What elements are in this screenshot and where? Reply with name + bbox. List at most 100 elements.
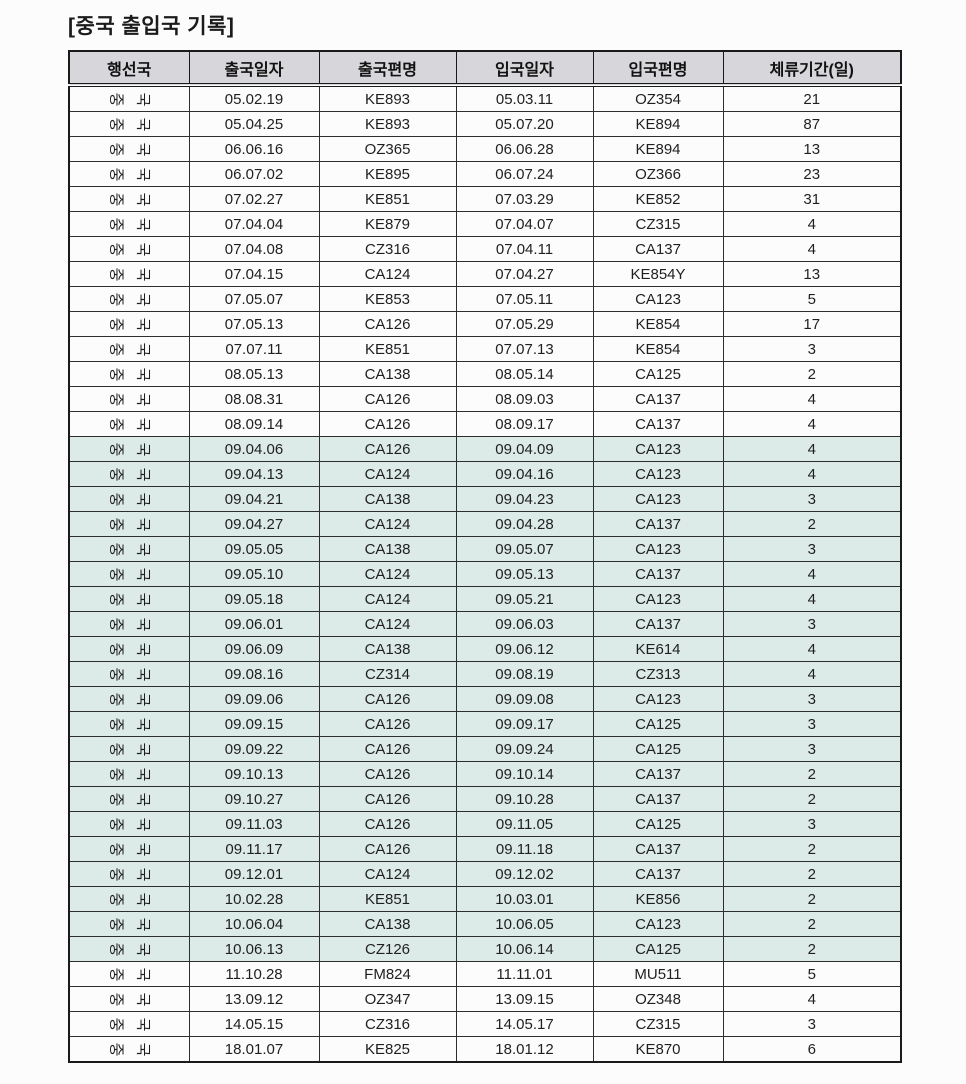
rotated-country-char: 국: [134, 192, 152, 206]
cell-stay-duration: 4: [722, 586, 902, 612]
rotated-country-char: 중: [107, 717, 125, 731]
cell-departure-flight: CA124: [318, 861, 457, 887]
cell-departure-flight: CA138: [318, 636, 457, 662]
rotated-country-char: 중: [107, 392, 125, 406]
cell-departure-date: 09.09.06: [188, 686, 320, 712]
rotated-country-char: 국: [134, 967, 152, 981]
cell-departure-flight: CA124: [318, 611, 457, 637]
rotated-country-char: 중: [107, 367, 125, 381]
rotated-country-char: 중: [107, 742, 125, 756]
cell-departure-date: 10.02.28: [188, 886, 320, 912]
cell-stay-duration: 3: [722, 486, 902, 512]
cell-entry-flight: CA137: [592, 861, 724, 887]
cell-departure-flight: CA126: [318, 386, 457, 412]
cell-entry-date: 09.05.21: [455, 586, 594, 612]
cell-entry-flight: KE854: [592, 336, 724, 362]
cell-departure-date: 07.02.27: [188, 186, 320, 212]
rotated-country-char: 국: [134, 92, 152, 106]
cell-entry-date: 10.03.01: [455, 886, 594, 912]
rotated-country-char: 국: [134, 467, 152, 481]
rotated-country-char: 국: [134, 942, 152, 956]
cell-entry-flight: CA137: [592, 611, 724, 637]
cell-stay-duration: 2: [722, 786, 902, 812]
rotated-country-char: 중: [107, 567, 125, 581]
cell-entry-flight: CA123: [592, 536, 724, 562]
cell-stay-duration: 13: [722, 136, 902, 162]
cell-entry-date: 18.01.12: [455, 1036, 594, 1063]
cell-departure-flight: CA126: [318, 411, 457, 437]
cell-departure-flight: CA124: [318, 561, 457, 587]
cell-entry-flight: KE854Y: [592, 261, 724, 287]
cell-departure-date: 09.11.17: [188, 836, 320, 862]
rotated-country-char: 중: [107, 817, 125, 831]
cell-entry-flight: CA137: [592, 836, 724, 862]
rotated-country-char: 중: [107, 592, 125, 606]
cell-stay-duration: 4: [722, 386, 902, 412]
cell-departure-date: 06.06.16: [188, 136, 320, 162]
rotated-country-char: 국: [134, 117, 152, 131]
cell-stay-duration: 2: [722, 361, 902, 387]
cell-entry-date: 09.10.14: [455, 761, 594, 787]
cell-departure-flight: CA124: [318, 586, 457, 612]
cell-departure-date: 08.08.31: [188, 386, 320, 412]
cell-stay-duration: 2: [722, 511, 902, 537]
cell-departure-flight: CA138: [318, 536, 457, 562]
cell-departure-date: 06.07.02: [188, 161, 320, 187]
cell-entry-flight: CA137: [592, 411, 724, 437]
cell-departure-flight: CA126: [318, 786, 457, 812]
cell-entry-flight: KE614: [592, 636, 724, 662]
cell-entry-date: 05.07.20: [455, 111, 594, 137]
cell-entry-date: 07.04.27: [455, 261, 594, 287]
cell-departure-flight: CA126: [318, 736, 457, 762]
cell-entry-flight: KE894: [592, 111, 724, 137]
cell-entry-flight: CA125: [592, 811, 724, 837]
column-header-2: 출국편명: [318, 50, 457, 87]
cell-entry-flight: CA123: [592, 911, 724, 937]
rotated-country-char: 국: [134, 767, 152, 781]
cell-entry-date: 09.04.16: [455, 461, 594, 487]
cell-stay-duration: 2: [722, 886, 902, 912]
rotated-country-char: 중: [107, 92, 125, 106]
cell-stay-duration: 5: [722, 961, 902, 987]
cell-departure-date: 07.07.11: [188, 336, 320, 362]
rotated-country-char: 국: [134, 492, 152, 506]
cell-stay-duration: 2: [722, 836, 902, 862]
cell-entry-flight: CA123: [592, 686, 724, 712]
cell-entry-date: 09.04.09: [455, 436, 594, 462]
cell-departure-flight: CZ316: [318, 1011, 457, 1037]
rotated-country-char: 국: [134, 717, 152, 731]
cell-entry-date: 09.06.03: [455, 611, 594, 637]
cell-departure-flight: FM824: [318, 961, 457, 987]
cell-entry-flight: CZ315: [592, 211, 724, 237]
cell-departure-date: 09.09.22: [188, 736, 320, 762]
rotated-country-char: 국: [134, 267, 152, 281]
cell-departure-flight: CA138: [318, 911, 457, 937]
cell-stay-duration: 4: [722, 661, 902, 687]
cell-departure-date: 08.05.13: [188, 361, 320, 387]
cell-entry-date: 08.09.17: [455, 411, 594, 437]
rotated-country-char: 국: [134, 867, 152, 881]
cell-departure-date: 09.04.13: [188, 461, 320, 487]
